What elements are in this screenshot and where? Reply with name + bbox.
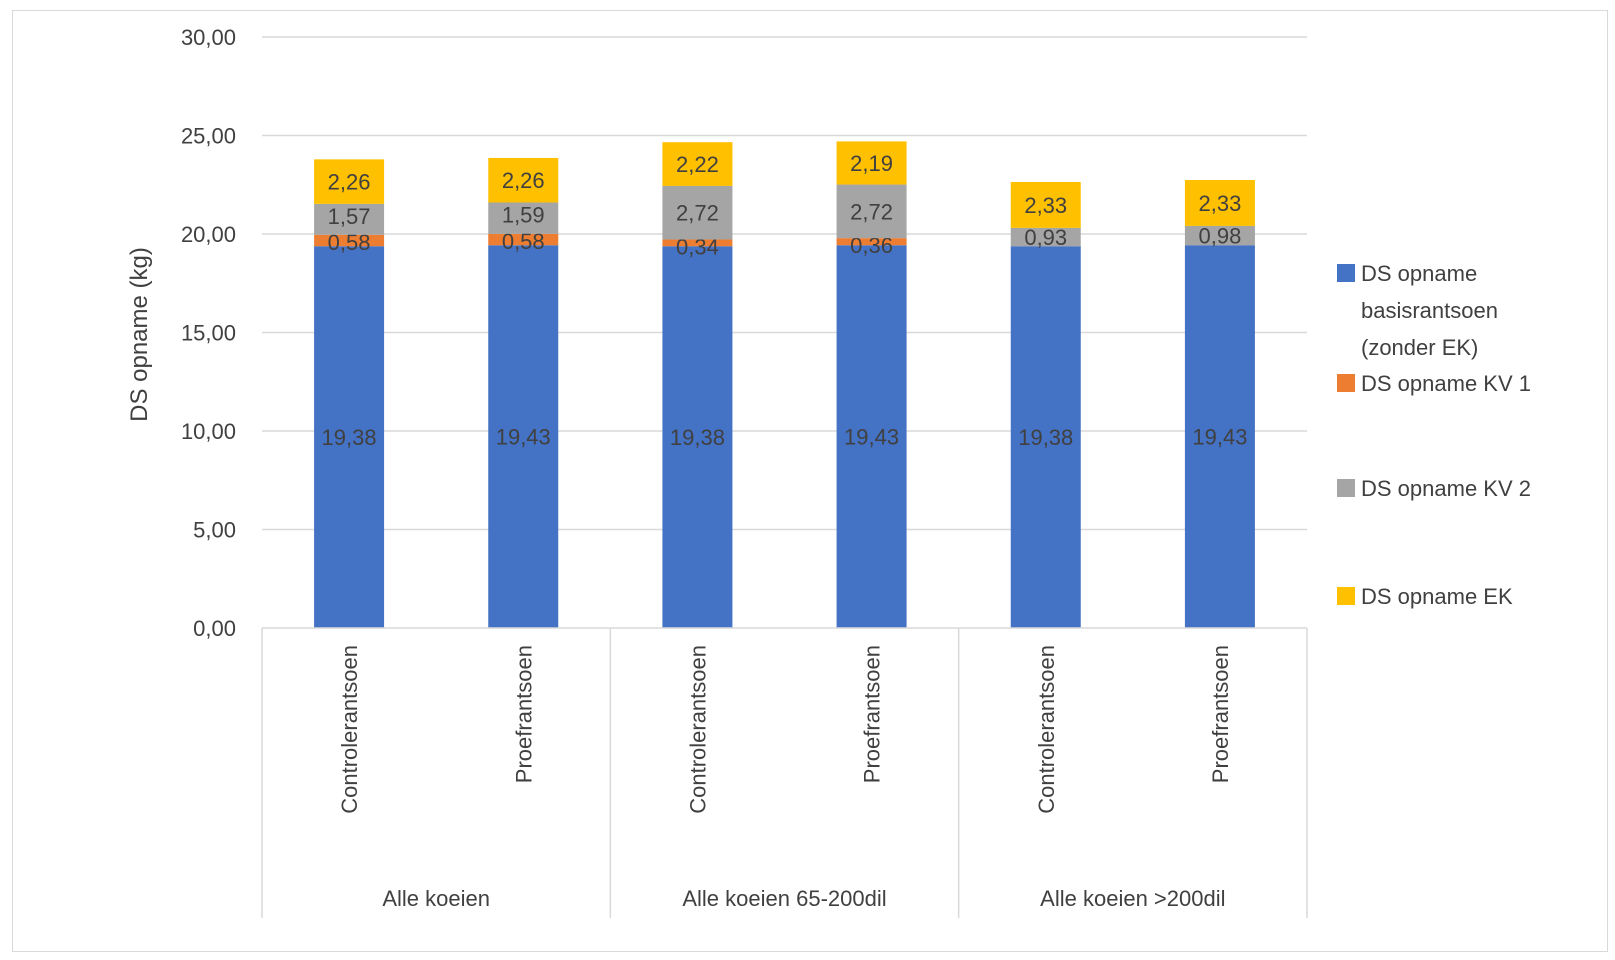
bar-segment <box>662 185 733 240</box>
bar-segment <box>1010 181 1081 228</box>
data-label: 2,33 <box>1199 191 1242 216</box>
group-label: Alle koeien <box>382 886 490 911</box>
bar-segment <box>488 202 559 234</box>
data-label: 19,43 <box>844 425 899 450</box>
category-label: Controlerantsoen <box>1034 645 1059 814</box>
bar-segment <box>1184 245 1255 628</box>
bar-segment <box>314 246 385 629</box>
data-label: 19,43 <box>496 425 551 450</box>
y-tick-label: 30,00 <box>181 25 236 50</box>
data-label: 2,19 <box>850 151 893 176</box>
data-label: 2,22 <box>676 152 719 177</box>
legend-label: (zonder EK) <box>1361 335 1478 360</box>
bar-segment <box>314 203 385 235</box>
bar-segment <box>662 239 733 247</box>
y-tick-label: 0,00 <box>193 616 236 641</box>
data-label: 19,43 <box>1192 425 1247 450</box>
bar-segment <box>662 142 733 186</box>
category-label: Controlerantsoen <box>685 645 710 814</box>
y-tick-label: 25,00 <box>181 124 236 149</box>
bar-segment <box>488 245 559 628</box>
bar-segment <box>1010 227 1081 247</box>
legend-swatch <box>1337 479 1355 497</box>
legend-swatch <box>1337 264 1355 282</box>
data-label: 2,72 <box>676 201 719 226</box>
legend-label: DS opname <box>1361 261 1477 286</box>
category-label: Proefrantsoen <box>1208 645 1233 783</box>
legend-swatch <box>1337 587 1355 605</box>
group-label: Alle koeien >200dil <box>1040 886 1225 911</box>
bar-segment <box>1184 180 1255 226</box>
legend-label: DS opname EK <box>1361 584 1513 609</box>
data-label: 1,59 <box>502 202 545 227</box>
data-label: 19,38 <box>670 425 725 450</box>
bar-segment <box>488 157 559 203</box>
data-label: 0,93 <box>1024 225 1067 250</box>
y-tick-label: 15,00 <box>181 321 236 346</box>
bar-segment <box>314 159 385 204</box>
bar-segment <box>1010 246 1081 629</box>
data-label: 1,57 <box>328 204 371 229</box>
category-label: Proefrantsoen <box>511 645 536 783</box>
data-label: 2,26 <box>502 168 545 193</box>
legend-swatch <box>1337 374 1355 392</box>
legend-label: DS opname KV 2 <box>1361 476 1531 501</box>
category-label: Controlerantsoen <box>337 645 362 814</box>
bar-segment <box>314 234 385 247</box>
bar-segment <box>836 184 907 239</box>
bar-segment <box>662 246 733 629</box>
legend-label: basisrantsoen <box>1361 298 1498 323</box>
bar-segment <box>1184 225 1255 246</box>
data-label: 19,38 <box>1018 425 1073 450</box>
y-tick-label: 5,00 <box>193 518 236 543</box>
bar-segment <box>488 233 559 246</box>
bar-segment <box>836 141 907 185</box>
data-label: 19,38 <box>322 425 377 450</box>
legend-label: DS opname KV 1 <box>1361 371 1531 396</box>
data-label: 2,72 <box>850 199 893 224</box>
y-tick-label: 10,00 <box>181 419 236 444</box>
group-label: Alle koeien 65-200dil <box>682 886 886 911</box>
y-tick-label: 20,00 <box>181 222 236 247</box>
bar-segment <box>836 238 907 246</box>
category-label: Proefrantsoen <box>860 645 885 783</box>
bar-segment <box>836 245 907 628</box>
data-label: 2,33 <box>1024 193 1067 218</box>
data-label: 2,26 <box>328 170 371 195</box>
data-label: 0,98 <box>1199 224 1242 249</box>
y-axis-title: DS opname (kg) <box>126 247 153 422</box>
